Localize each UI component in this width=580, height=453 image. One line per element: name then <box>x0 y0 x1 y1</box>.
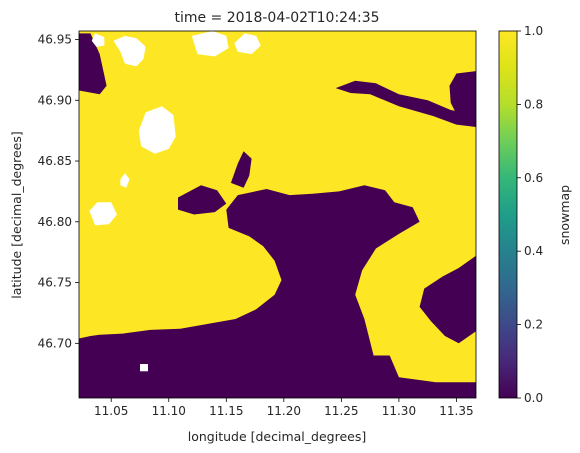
snow-free-valley-4 <box>419 255 476 344</box>
y-tick-label: 46.95 <box>38 33 72 47</box>
colorbar-tick-label: 0.0 <box>524 391 543 405</box>
chart-title: time = 2018-04-02T10:24:35 <box>174 10 379 26</box>
colorbar-tick-label: 0.6 <box>524 171 543 185</box>
snow-free-valley-2 <box>335 80 476 127</box>
x-tick-label: 11.35 <box>439 404 473 418</box>
cloud-9 <box>191 31 229 57</box>
colorbar-ticks: 0.0 0.2 0.4 0.6 0.8 1.0 <box>517 24 543 405</box>
snow-free-valley-0 <box>79 33 107 95</box>
y-tick-label: 46.75 <box>38 276 72 290</box>
snowmap-regions <box>79 31 476 398</box>
cloud-7 <box>91 33 105 47</box>
x-tick-label: 11.20 <box>267 404 301 418</box>
x-tick-label: 11.25 <box>324 404 358 418</box>
cloud-14 <box>140 364 148 372</box>
plot-frame <box>78 30 477 399</box>
y-tick-label: 46.85 <box>38 154 72 168</box>
plot-area <box>78 30 477 399</box>
x-axis: 11.05 11.10 11.15 11.20 11.25 11.30 11.35 <box>94 398 474 418</box>
snow-free-valley-3 <box>449 71 476 125</box>
x-tick-label: 11.05 <box>94 404 128 418</box>
y-tick-label: 46.90 <box>38 93 72 107</box>
x-axis-label: longitude [decimal_degrees] <box>188 429 366 444</box>
y-axis-label: latitude [decimal_degrees] <box>9 131 24 299</box>
x-tick-label: 11.30 <box>382 404 416 418</box>
snow-free-valley-1 <box>79 185 476 398</box>
x-tick-label: 11.10 <box>152 404 186 418</box>
snow-free-valley-5 <box>178 185 227 215</box>
colorbar-tick-label: 1.0 <box>524 24 543 38</box>
y-axis: 46.70 46.75 46.80 46.85 46.90 46.95 <box>38 33 79 350</box>
snow-free-valley-6 <box>230 151 252 188</box>
colorbar-tick-label: 0.8 <box>524 97 543 111</box>
cloud-13 <box>234 33 261 55</box>
colorbar: 0.0 0.2 0.4 0.6 0.8 1.0 snowmap <box>498 24 572 405</box>
colorbar-tick-label: 0.4 <box>524 244 543 258</box>
cloud-10 <box>138 106 176 154</box>
x-tick-label: 11.15 <box>209 404 243 418</box>
y-tick-label: 46.70 <box>38 336 72 350</box>
colorbar-frame <box>498 30 518 399</box>
cloud-11 <box>89 202 117 226</box>
y-tick-label: 46.80 <box>38 215 72 229</box>
colorbar-label: snowmap <box>557 185 572 245</box>
colorbar-gradient <box>499 31 517 398</box>
colorbar-tick-label: 0.2 <box>524 318 543 332</box>
cloud-12 <box>120 173 130 188</box>
cloud-8 <box>113 35 146 67</box>
